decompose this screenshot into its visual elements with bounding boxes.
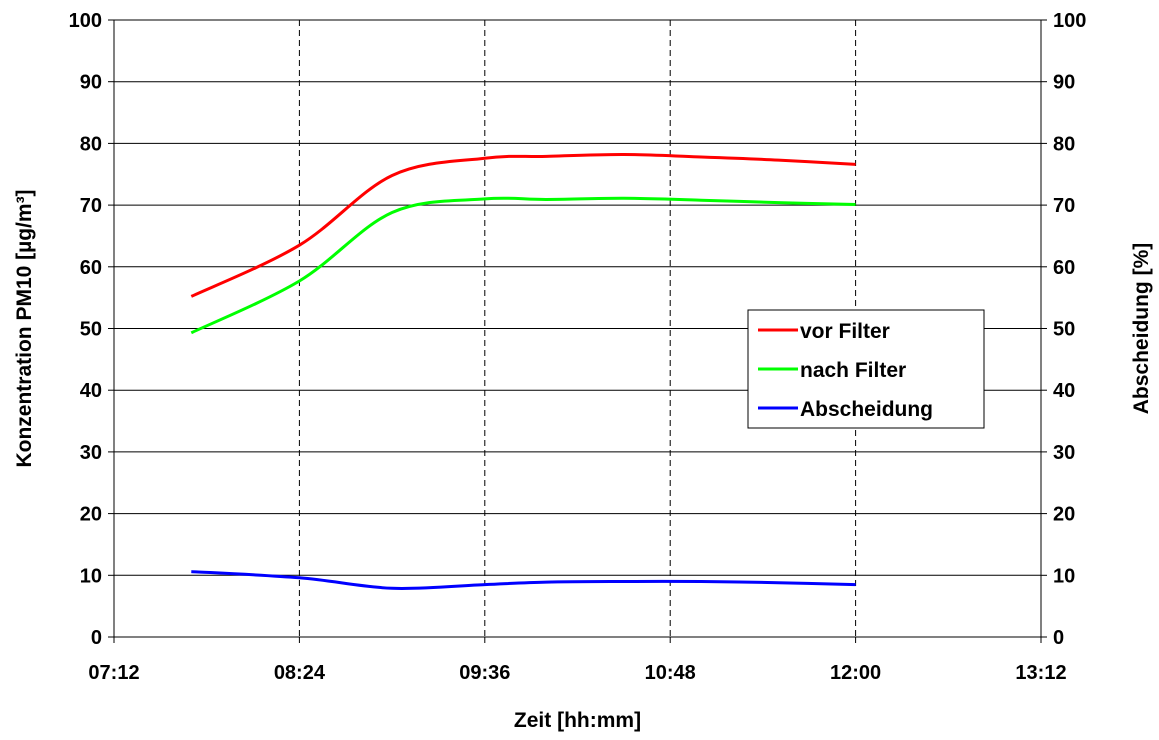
y2-tick-label: 80 xyxy=(1053,133,1075,155)
y-tick-label: 60 xyxy=(80,257,102,279)
x-tick-label: 09:36 xyxy=(459,662,510,684)
legend-label-abscheidung: Abscheidung xyxy=(800,398,933,421)
series-line-nach-filter xyxy=(190,196,856,335)
x-tick-label: 08:24 xyxy=(274,662,326,684)
x-tick-label: 12:00 xyxy=(830,662,881,684)
y-tick-label: 100 xyxy=(69,10,102,32)
y2-tick-label: 0 xyxy=(1053,627,1064,649)
x-tick-label: 13:12 xyxy=(1015,662,1066,684)
y2-tick-label: 30 xyxy=(1053,442,1075,464)
x-tick-label: 10:48 xyxy=(645,662,696,684)
y2-tick-label: 70 xyxy=(1053,195,1075,217)
legend-label-nach-filter: nach Filter xyxy=(800,359,906,382)
y-tick-label: 20 xyxy=(80,504,102,526)
legend: vor Filter nach Filter Abscheidung xyxy=(747,309,985,429)
y-axis-title: Konzentration PM10 [µg/m³] xyxy=(13,189,36,467)
y2-tick-label: 60 xyxy=(1053,257,1075,279)
y2-tick-label: 90 xyxy=(1053,72,1075,94)
y2-tick-label: 20 xyxy=(1053,504,1075,526)
y2-tick-label: 10 xyxy=(1053,565,1075,587)
y-tick-label: 80 xyxy=(80,133,102,155)
axes: 0 10 20 30 40 50 60 70 80 90 100 0 10 20 30 40 50 60 70 80 9… xyxy=(69,10,1087,684)
legend-label-vor-filter: vor Filter xyxy=(800,320,890,343)
y-tick-label: 10 xyxy=(80,565,102,587)
y-tick-label: 40 xyxy=(80,380,102,402)
series-layer xyxy=(190,152,856,590)
series-line-abscheidung xyxy=(191,570,856,590)
y2-tick-label: 40 xyxy=(1053,380,1075,402)
y-tick-label: 30 xyxy=(80,442,102,464)
grid xyxy=(114,20,1041,637)
y-tick-label: 90 xyxy=(80,72,102,94)
y-tick-label: 50 xyxy=(80,319,102,341)
y2-axis-title: Abscheidung [%] xyxy=(1130,243,1153,415)
y-tick-label: 0 xyxy=(91,627,102,649)
y2-tick-label: 100 xyxy=(1053,10,1086,32)
series-line-vor-filter xyxy=(190,152,856,298)
x-axis-title: Zeit [hh:mm] xyxy=(514,709,641,732)
y-tick-label: 70 xyxy=(80,195,102,217)
x-tick-label: 07:12 xyxy=(88,662,139,684)
y2-tick-label: 50 xyxy=(1053,319,1075,341)
